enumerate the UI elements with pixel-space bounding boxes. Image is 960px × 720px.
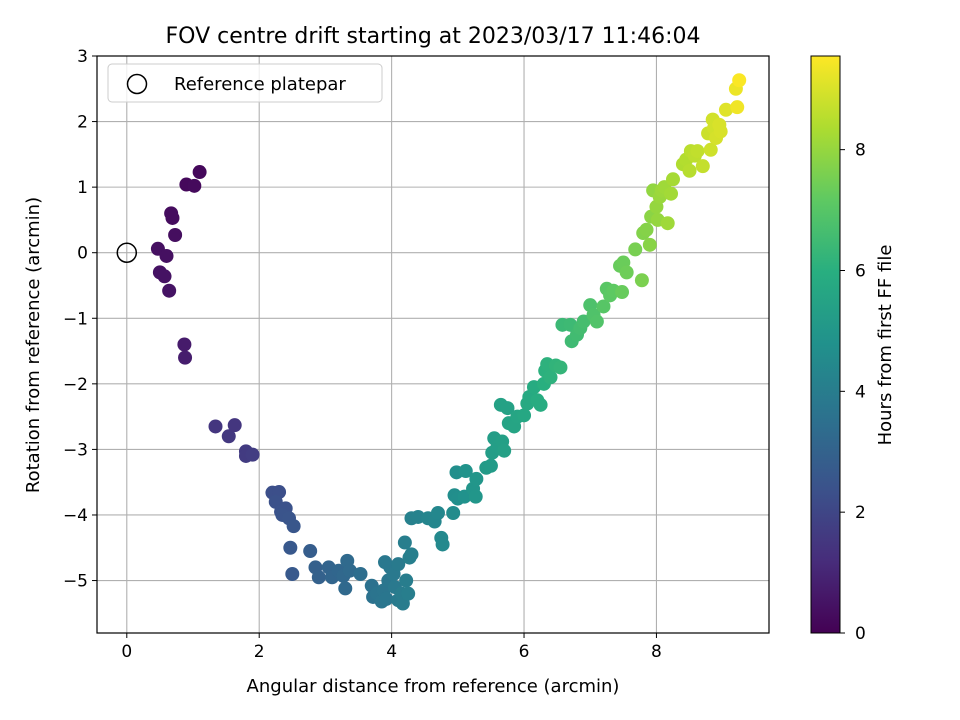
data-point — [353, 566, 368, 581]
data-point — [192, 165, 207, 180]
data-point — [178, 350, 193, 365]
data-point — [401, 586, 416, 601]
colorbar-tick-label: 0 — [855, 624, 866, 644]
data-point — [596, 299, 611, 314]
data-point — [285, 566, 300, 581]
data-point — [543, 370, 558, 385]
data-point — [690, 144, 705, 159]
colorbar-tick-label: 4 — [855, 382, 866, 402]
data-point — [660, 216, 675, 231]
data-point — [517, 408, 532, 423]
grid-lines — [97, 55, 769, 633]
data-point — [187, 178, 202, 193]
data-point — [159, 248, 174, 263]
data-point — [732, 73, 747, 88]
data-point — [634, 273, 649, 288]
data-point — [391, 557, 406, 572]
data-point — [157, 269, 172, 284]
data-point — [435, 537, 450, 552]
data-point — [221, 429, 236, 444]
data-point — [208, 419, 223, 434]
y-axis-label: Rotation from reference (arcmin) — [23, 197, 44, 493]
data-point — [703, 142, 718, 157]
data-point — [430, 506, 445, 521]
data-point — [177, 337, 192, 352]
colorbar-label: Hours from first FF file — [875, 245, 896, 446]
chart-title: FOV centre drift starting at 2023/03/17 … — [166, 24, 701, 49]
colorbar-ticks: 0 2 4 6 8 — [840, 141, 866, 644]
colorbar-gradient — [810, 55, 841, 634]
data-point — [628, 242, 643, 257]
data-points — [150, 73, 747, 611]
data-point — [553, 360, 568, 375]
data-point — [718, 102, 733, 117]
data-point — [283, 540, 298, 555]
x-tick-label: 4 — [386, 642, 397, 662]
data-point — [446, 506, 461, 521]
data-point — [469, 471, 484, 486]
data-point — [338, 581, 353, 596]
x-tick-label: 0 — [121, 642, 132, 662]
y-tick-label: −2 — [63, 375, 88, 395]
y-tick-label: 2 — [77, 113, 88, 133]
data-point — [286, 519, 301, 534]
data-point — [619, 265, 634, 280]
x-tick-label: 2 — [254, 642, 265, 662]
legend-entry: Reference platepar — [174, 74, 346, 95]
x-tick-label: 6 — [519, 642, 530, 662]
y-tick-label: 1 — [77, 178, 88, 198]
data-point — [589, 314, 604, 329]
data-point — [682, 163, 697, 178]
data-point — [664, 186, 679, 201]
data-point — [379, 591, 394, 606]
x-tick-label: 8 — [651, 642, 662, 662]
reference-platepar-marker — [116, 242, 138, 263]
data-point — [162, 283, 177, 298]
y-tick-label: −3 — [63, 440, 88, 460]
data-point — [378, 555, 392, 570]
data-point — [168, 228, 183, 243]
x-axis-ticks: 0 2 4 6 8 — [121, 633, 662, 662]
data-point — [533, 397, 548, 412]
colorbar-tick-label: 2 — [855, 503, 866, 523]
data-point — [165, 210, 180, 225]
y-tick-label: 3 — [77, 47, 88, 67]
colorbar-tick-label: 8 — [855, 141, 866, 161]
data-point — [397, 535, 412, 550]
data-point — [642, 237, 657, 252]
data-point — [404, 547, 419, 562]
colorbar: 0 2 4 6 8 Hours from first FF file — [810, 55, 896, 644]
data-point — [500, 401, 515, 416]
data-point — [342, 563, 357, 578]
legend-box — [107, 63, 383, 103]
y-tick-label: −4 — [63, 506, 88, 526]
y-tick-label: 0 — [77, 244, 88, 264]
data-point — [227, 418, 242, 433]
data-point — [458, 464, 473, 479]
legend-marker — [126, 73, 148, 95]
data-point — [468, 489, 483, 504]
data-point — [483, 458, 498, 473]
data-point — [576, 314, 591, 329]
data-point — [399, 573, 414, 588]
data-point — [245, 447, 260, 462]
reference-marker-group — [116, 242, 138, 263]
data-point — [730, 100, 745, 115]
data-point — [695, 159, 710, 174]
data-point — [666, 172, 680, 187]
data-point — [311, 570, 326, 585]
x-axis-label: Angular distance from reference (arcmin) — [247, 676, 620, 697]
colorbar-tick-label: 6 — [855, 261, 866, 281]
data-point — [497, 443, 512, 458]
data-point — [615, 285, 630, 300]
data-point — [303, 544, 318, 559]
data-point — [713, 124, 728, 139]
data-point — [639, 222, 654, 237]
legend: Reference platepar — [107, 63, 383, 103]
y-tick-label: −5 — [63, 572, 88, 592]
plot-frame — [96, 55, 770, 634]
y-axis-ticks: 3 2 1 0 −1 −2 −3 −4 −5 — [63, 47, 97, 592]
y-tick-label: −1 — [63, 309, 88, 329]
